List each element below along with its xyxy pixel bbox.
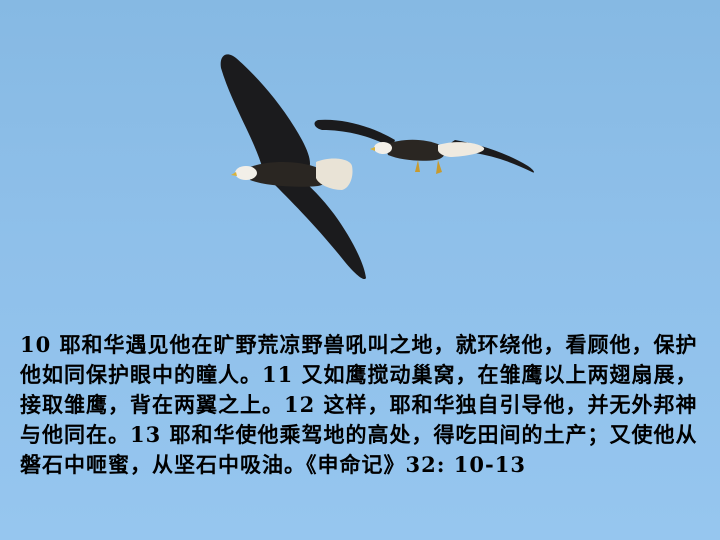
eagle-large-icon <box>220 54 366 280</box>
scripture-verse-text: 10 耶和华遇见他在旷野荒凉野兽吼叫之地，就环绕他，看顾他，保护他如同保护眼中的… <box>20 332 698 477</box>
eagle-small-icon <box>314 119 535 174</box>
